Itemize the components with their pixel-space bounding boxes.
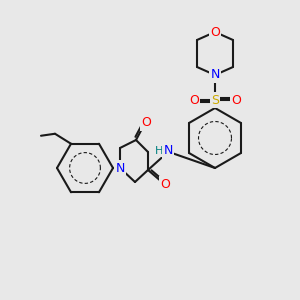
Text: O: O bbox=[160, 178, 170, 190]
Text: N: N bbox=[115, 161, 125, 175]
Text: O: O bbox=[141, 116, 151, 130]
Text: S: S bbox=[211, 94, 219, 106]
Text: O: O bbox=[189, 94, 199, 106]
Text: H: H bbox=[155, 146, 163, 156]
Text: N: N bbox=[163, 145, 173, 158]
Text: N: N bbox=[210, 68, 220, 82]
Text: O: O bbox=[231, 94, 241, 106]
Text: O: O bbox=[210, 26, 220, 38]
